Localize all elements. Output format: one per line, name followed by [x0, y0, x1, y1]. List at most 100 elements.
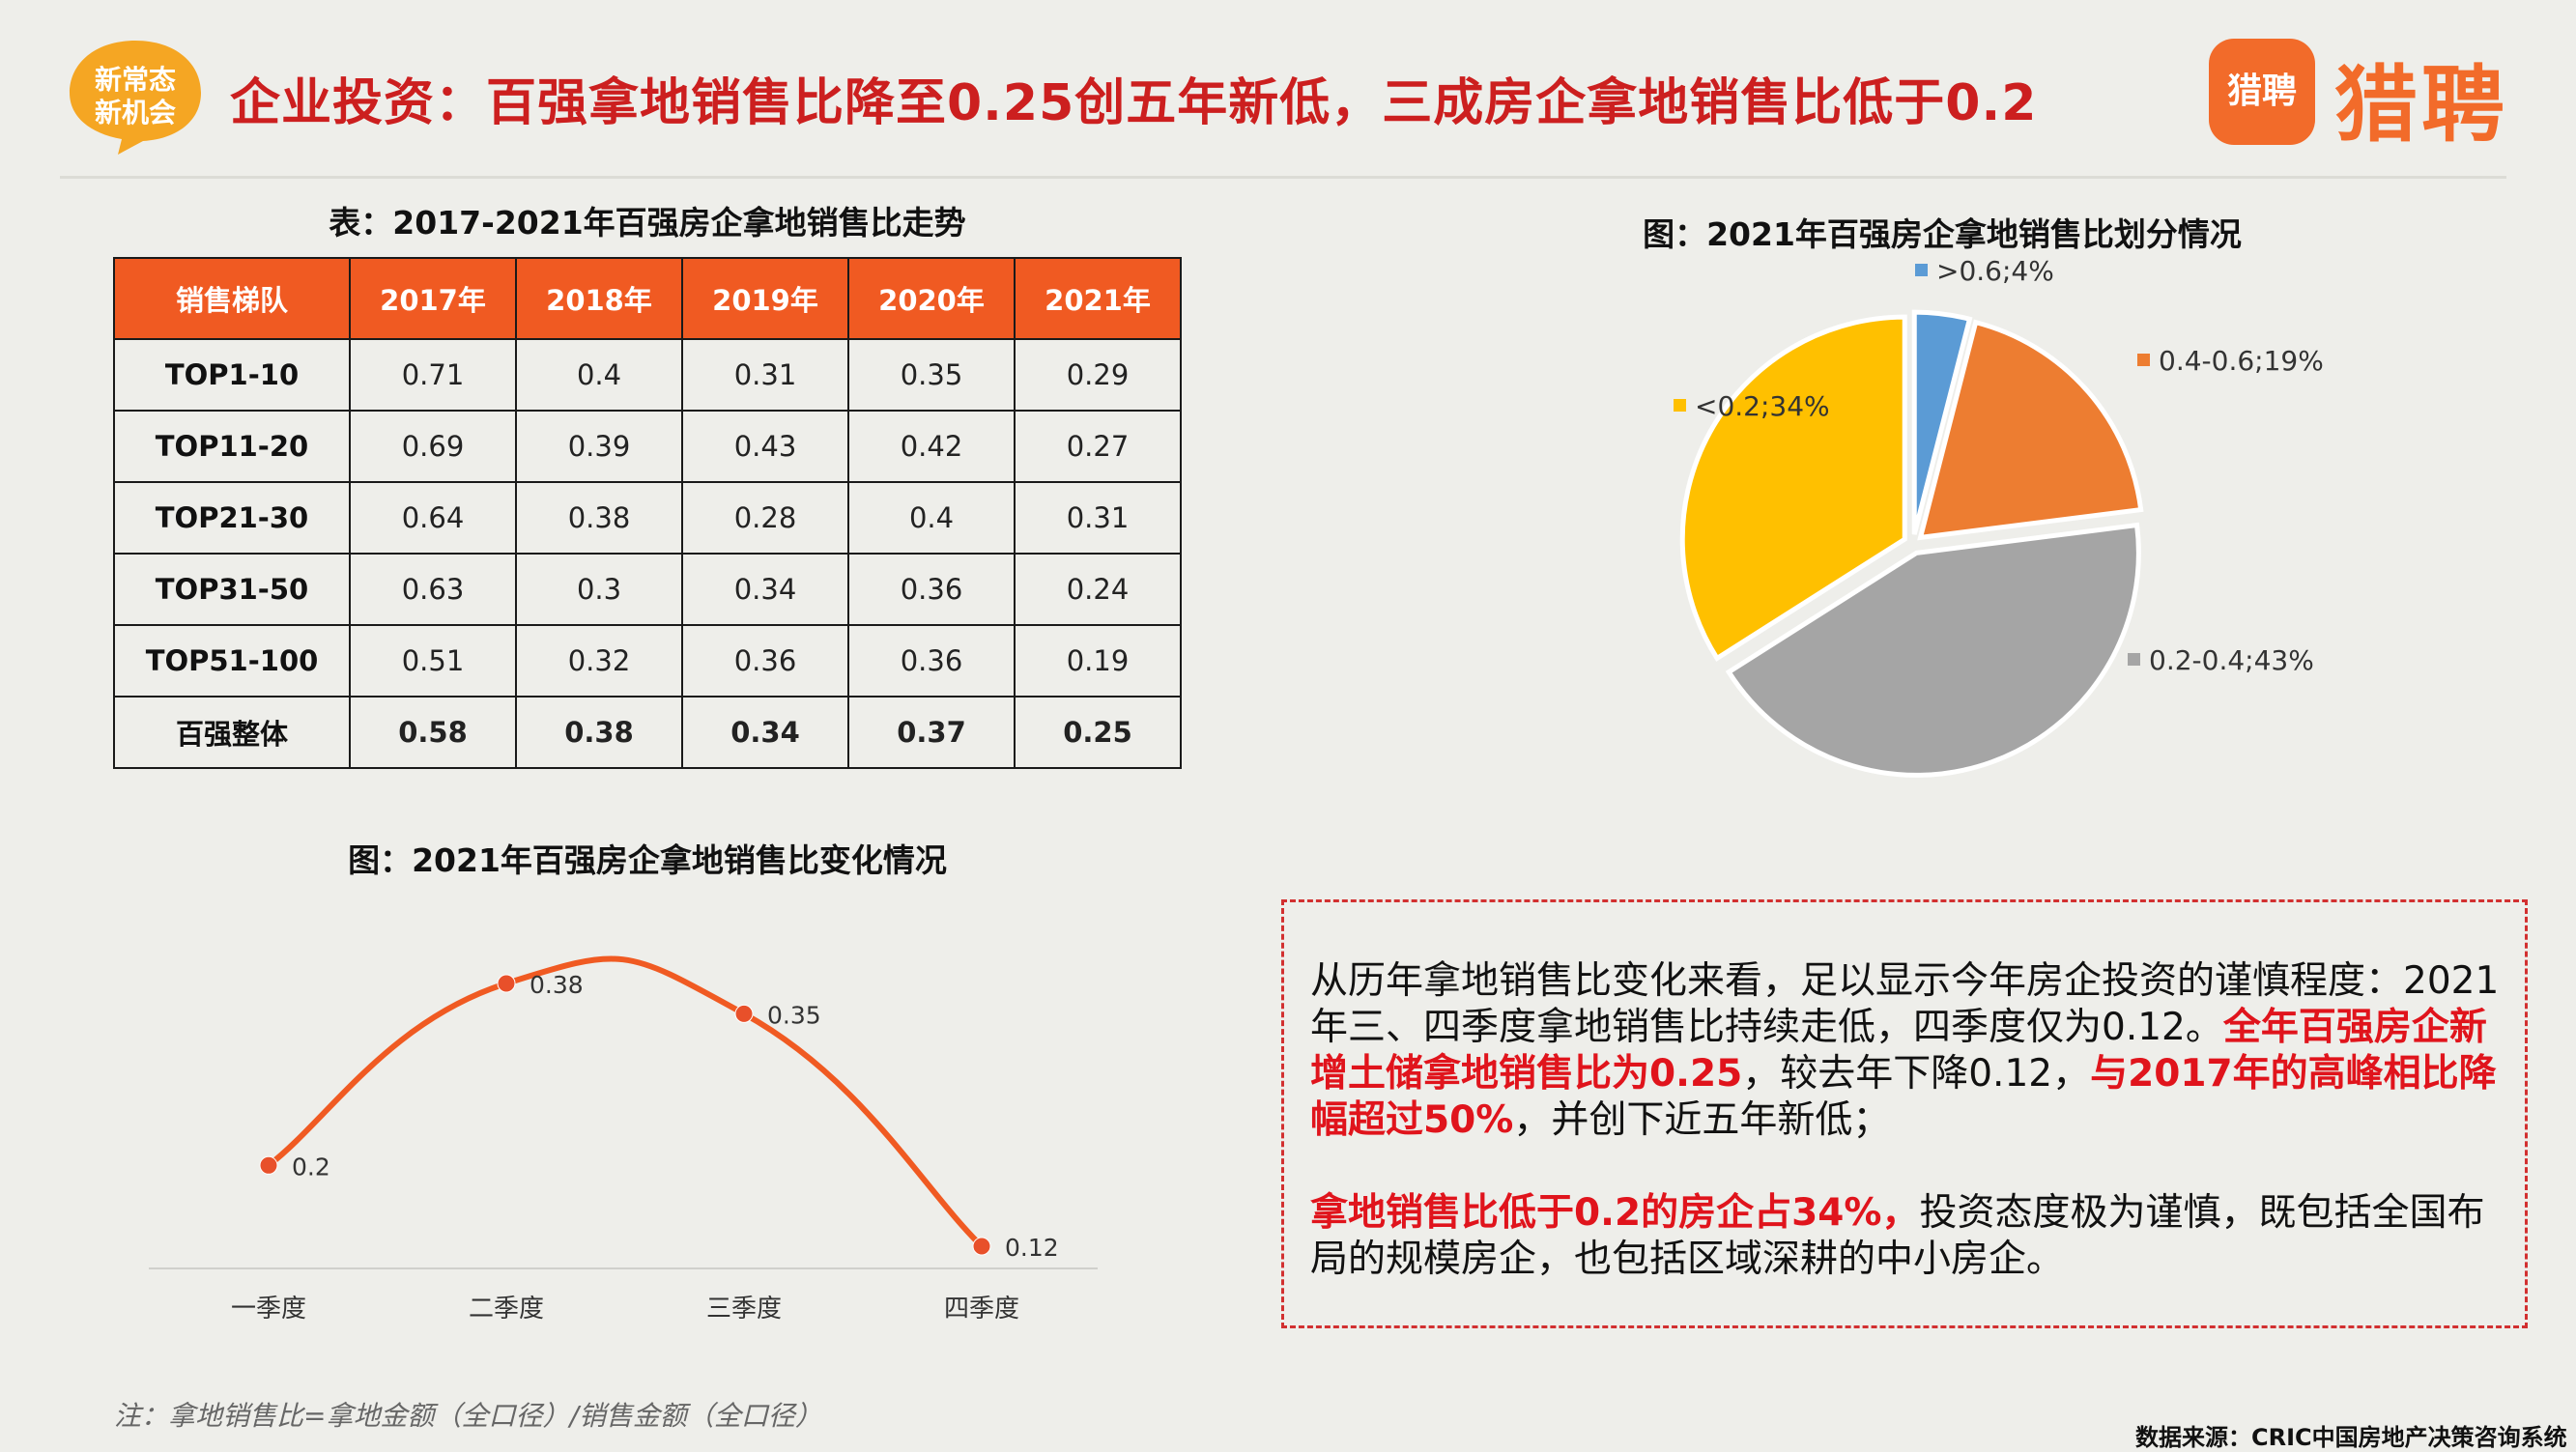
table-cell: 0.63 — [349, 553, 517, 626]
table-row-total: 百强整体 0.58 0.38 0.34 0.37 0.25 — [113, 696, 1182, 769]
table-header-cell: 销售梯队 — [113, 257, 351, 340]
pie-chart-title: 图：2021年百强房企拿地销售比划分情况 — [1643, 215, 2242, 253]
table-row: TOP11-20 0.69 0.39 0.43 0.42 0.27 — [113, 410, 1182, 483]
table-cell: 0.38 — [515, 481, 683, 555]
table-row-label: TOP1-10 — [113, 338, 351, 412]
table-cell: 0.3 — [515, 553, 683, 626]
pie-slice — [1911, 309, 1973, 535]
table-cell: 0.27 — [1014, 410, 1182, 483]
summary-highlight: 与2017年的高峰相比降幅超过50% — [1310, 1052, 2497, 1142]
line-point — [972, 1237, 991, 1256]
table-header-cell: 2021年 — [1014, 257, 1182, 340]
pie-data-label: <0.2;34% — [1695, 390, 1830, 422]
table-row: TOP21-30 0.64 0.38 0.28 0.4 0.31 — [113, 481, 1182, 555]
summary-text-run: 从历年拿地销售比变化来看，足以显示今年房企投资的谨慎程度：2021年三、四季度拿… — [1310, 959, 2500, 1049]
table-cell: 0.34 — [681, 696, 849, 769]
table-row-label: TOP31-50 — [113, 553, 351, 626]
table-header-cell: 2019年 — [681, 257, 849, 340]
badge-line2: 新机会 — [95, 97, 176, 128]
summary-paragraph-1: 从历年拿地销售比变化来看，足以显示今年房企投资的谨慎程度：2021年三、四季度拿… — [1310, 958, 2508, 1144]
table-cell: 0.36 — [847, 624, 1016, 698]
line-point — [259, 1155, 278, 1175]
line-point — [734, 1004, 754, 1023]
badge-line1: 新常态 — [95, 64, 176, 96]
pie-data-label: >0.6;4% — [1936, 255, 2054, 287]
table-row-label: TOP21-30 — [113, 481, 351, 555]
brand-logo-icon: 猎聘 — [2209, 39, 2315, 145]
table-header-row: 销售梯队 2017年 2018年 2019年 2020年 2021年 — [113, 257, 1182, 340]
pie-label-marker — [2128, 653, 2140, 666]
header-divider — [60, 176, 2506, 179]
page-title: 企业投资：百强拿地销售比降至0.25创五年新低，三成房企拿地销售比低于0.2 — [230, 74, 2038, 132]
line-data-label: 0.35 — [767, 1001, 821, 1029]
table-cell: 0.36 — [847, 553, 1016, 626]
table-cell: 0.36 — [681, 624, 849, 698]
table-row: TOP1-10 0.71 0.4 0.31 0.35 0.29 — [113, 338, 1182, 412]
summary-text-run: 投资态度极为谨慎，既包括全国布局的规模房企，也包括区域深耕的中小房企。 — [1310, 1191, 2485, 1281]
table-title: 表：2017-2021年百强房企拿地销售比走势 — [329, 204, 966, 242]
line-data-label: 0.38 — [530, 971, 584, 999]
table-cell: 0.35 — [847, 338, 1016, 412]
table-cell: 0.28 — [681, 481, 849, 555]
table-cell: 0.71 — [349, 338, 517, 412]
land-sales-ratio-table: 销售梯队 2017年 2018年 2019年 2020年 2021年 TOP1-… — [113, 257, 1182, 769]
table-cell: 0.32 — [515, 624, 683, 698]
table-header-cell: 2017年 — [349, 257, 517, 340]
pie-slice — [1679, 314, 1907, 662]
table-cell: 0.31 — [1014, 481, 1182, 555]
table-cell: 0.43 — [681, 410, 849, 483]
table-row-label: TOP51-100 — [113, 624, 351, 698]
pie-label-marker — [1674, 399, 1686, 412]
line-chart: 0.2 一季度 0.38 二季度 0.35 三季度 0.12 四季度 — [149, 955, 1098, 1324]
summary-text: 从历年拿地销售比变化来看，足以显示今年房企投资的谨慎程度：2021年三、四季度拿… — [1310, 958, 2508, 1329]
table-cell: 0.69 — [349, 410, 517, 483]
table-cell: 0.31 — [681, 338, 849, 412]
table-cell: 0.38 — [515, 696, 683, 769]
x-tick-label: 三季度 — [706, 1295, 782, 1324]
table-cell: 0.51 — [349, 624, 517, 698]
brand-logo-icon-text: 猎聘 — [2226, 71, 2297, 111]
table-cell: 0.37 — [847, 696, 1016, 769]
summary-paragraph-2: 拿地销售比低于0.2的房企占34%，投资态度极为谨慎，既包括全国布局的规模房企，… — [1310, 1190, 2508, 1283]
line-point — [497, 974, 516, 993]
table-cell: 0.64 — [349, 481, 517, 555]
summary-text-run: ，并创下近五年新低； — [1513, 1098, 1891, 1142]
table-cell: 0.39 — [515, 410, 683, 483]
line-chart-title: 图：2021年百强房企拿地销售比变化情况 — [348, 841, 947, 879]
pie-label-marker — [2137, 354, 2150, 366]
table-cell: 0.58 — [349, 696, 517, 769]
table-row: TOP51-100 0.51 0.32 0.36 0.36 0.19 — [113, 624, 1182, 698]
pie-data-label: 0.4-0.6;19% — [2159, 345, 2324, 377]
x-tick-label: 一季度 — [231, 1295, 306, 1324]
summary-box — [1281, 899, 2528, 1328]
table-cell: 0.29 — [1014, 338, 1182, 412]
table-row-label: 百强整体 — [113, 696, 351, 769]
pie-data-label: 0.2-0.4;43% — [2149, 644, 2314, 676]
table-cell: 0.24 — [1014, 553, 1182, 626]
table-row: TOP31-50 0.63 0.3 0.34 0.36 0.24 — [113, 553, 1182, 626]
summary-highlight: 全年百强房企新增土储拿地销售比为0.25 — [1310, 1006, 2487, 1096]
table-cell: 0.25 — [1014, 696, 1182, 769]
line-data-label: 0.12 — [1005, 1234, 1059, 1262]
table-row-label: TOP11-20 — [113, 410, 351, 483]
pie-chart: >0.6;4% 0.4-0.6;19% 0.2-0.4;43% <0.2;34% — [1674, 255, 2324, 778]
line-series — [266, 955, 985, 1249]
table-cell: 0.42 — [847, 410, 1016, 483]
table-header-cell: 2020年 — [847, 257, 1016, 340]
summary-highlight: 拿地销售比低于0.2的房企占34%， — [1310, 1191, 1920, 1235]
table-header-cell: 2018年 — [515, 257, 683, 340]
x-tick-label: 二季度 — [469, 1295, 544, 1324]
pie-label-marker — [1915, 264, 1928, 276]
x-tick-label: 四季度 — [944, 1295, 1019, 1324]
pie-slice — [1725, 522, 2141, 778]
table-cell: 0.4 — [847, 481, 1016, 555]
table-cell: 0.19 — [1014, 624, 1182, 698]
pie-slice — [1917, 319, 2144, 541]
table-cell: 0.4 — [515, 338, 683, 412]
line-data-label: 0.2 — [292, 1153, 330, 1181]
data-source: 数据来源：CRIC中国房地产决策咨询系统 — [2135, 1424, 2567, 1451]
summary-text-run: ，较去年下降0.12， — [1742, 1052, 2091, 1096]
table-cell: 0.34 — [681, 553, 849, 626]
brand-logo-text: 猎聘 — [2334, 57, 2508, 154]
footnote: 注：拿地销售比=拿地金额（全口径）/销售金额（全口径） — [114, 1400, 822, 1432]
